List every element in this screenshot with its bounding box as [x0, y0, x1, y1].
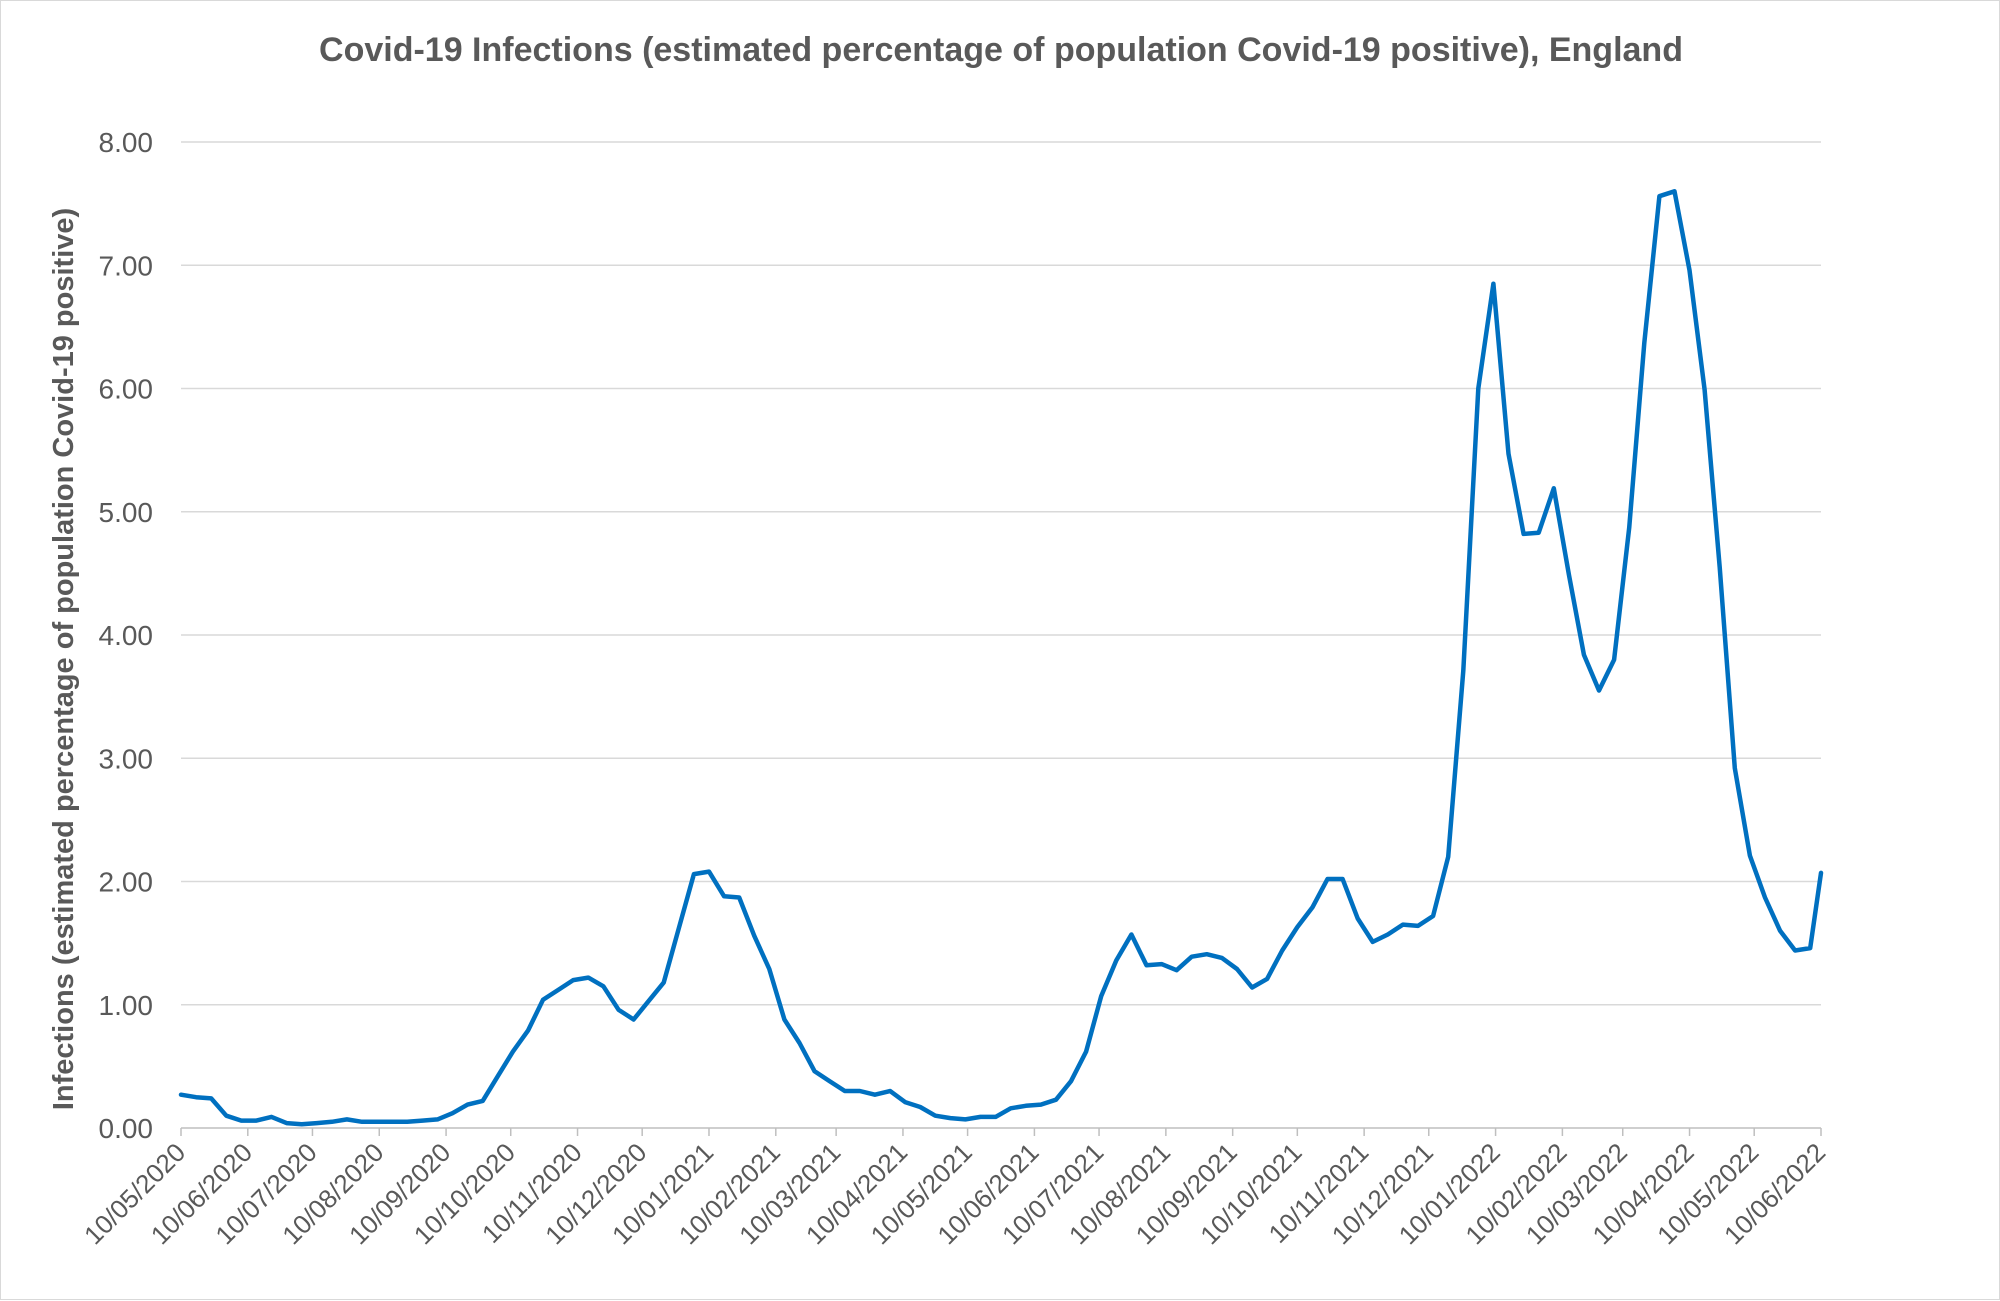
y-tick-label: 2.00	[99, 867, 154, 898]
y-axis-ticks: 0.00 1.00 2.00 3.00 4.00 5.00 6.00 7.00 8.00	[99, 127, 154, 1144]
x-axis-ticks: 10/05/202010/06/202010/07/202010/08/2020…	[78, 1128, 1831, 1250]
series-layer	[178, 189, 1824, 1127]
series-line	[178, 189, 1824, 1127]
y-tick-label: 4.00	[99, 620, 154, 651]
chart-title: Covid-19 Infections (estimated percentag…	[319, 31, 1683, 69]
gridlines	[181, 141, 1821, 1006]
y-tick-label: 7.00	[99, 250, 154, 281]
y-tick-label: 3.00	[99, 743, 154, 774]
y-tick-label: 8.00	[99, 127, 154, 158]
y-tick-label: 5.00	[99, 497, 154, 528]
y-axis-label: Infections (estimated percentage of popu…	[48, 208, 80, 1110]
y-tick-label: 6.00	[99, 374, 154, 405]
y-tick-label: 1.00	[99, 990, 154, 1021]
y-tick-label: 0.00	[99, 1113, 154, 1144]
